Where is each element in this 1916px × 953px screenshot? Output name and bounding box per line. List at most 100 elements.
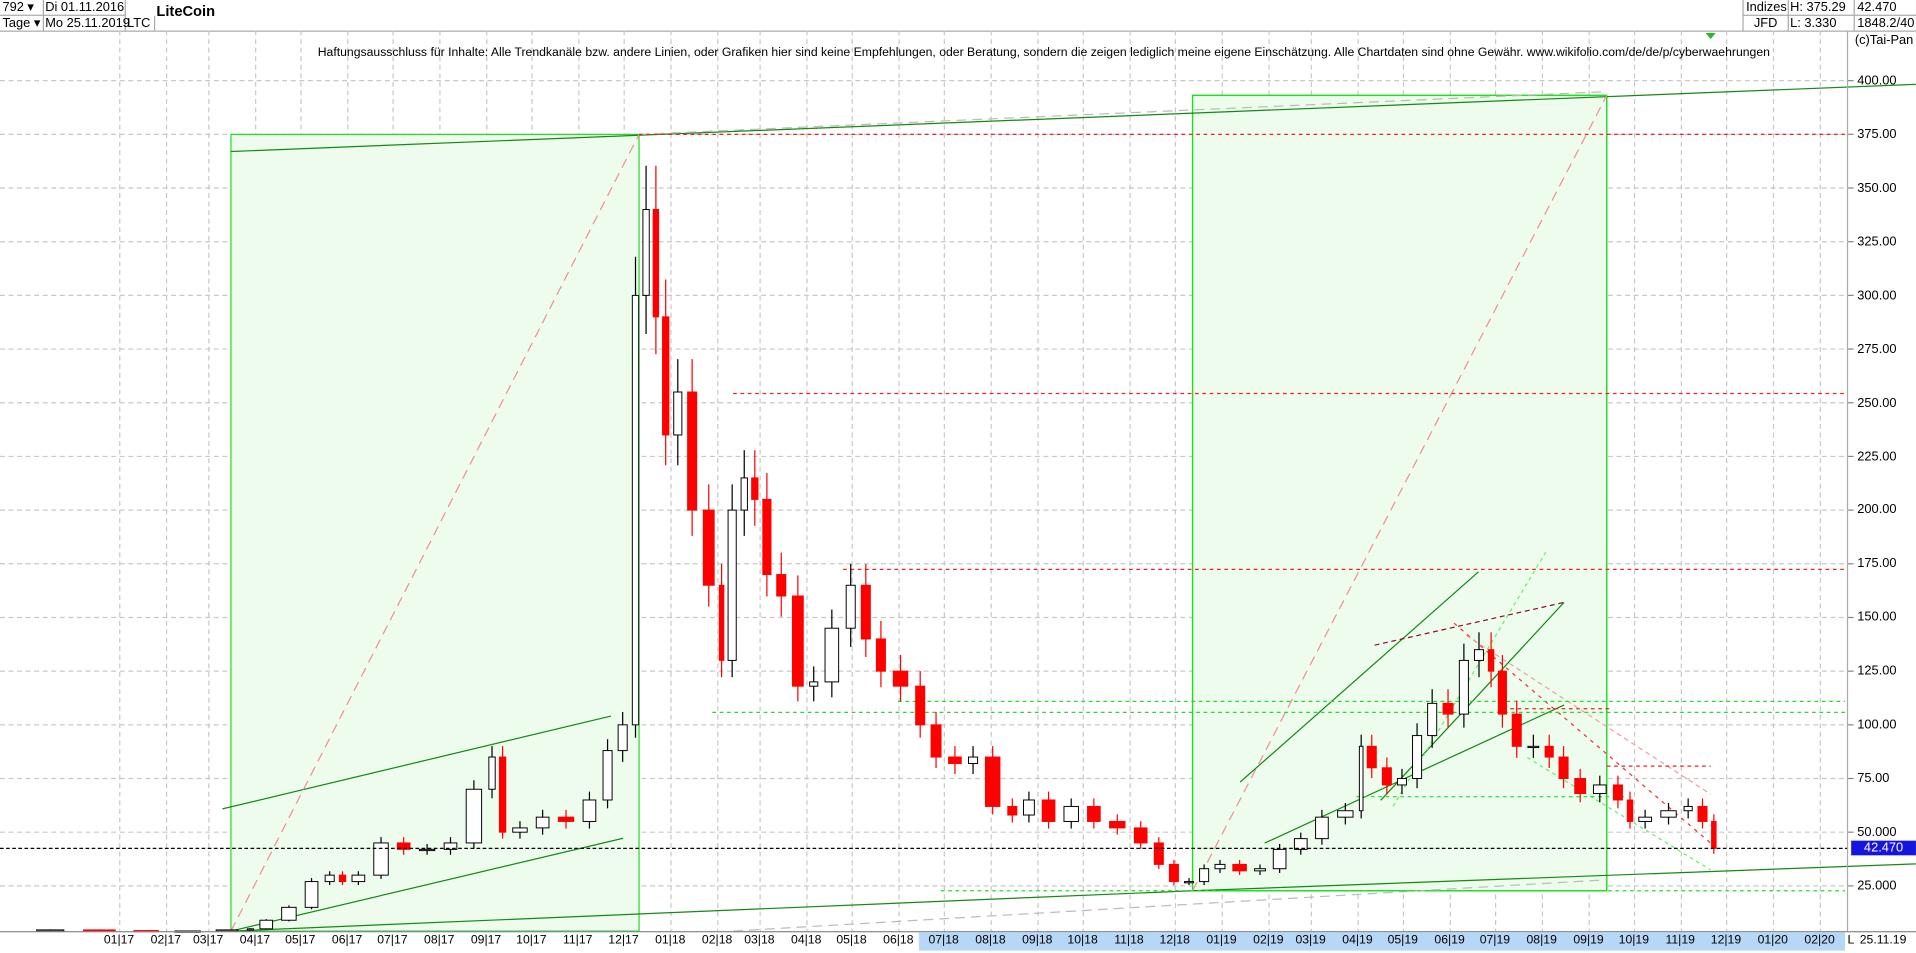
candle [582, 799, 597, 822]
candle [702, 509, 715, 586]
candle [751, 477, 759, 500]
y-tick-label: 200.00 [1857, 502, 1897, 518]
candle [1087, 805, 1101, 822]
candle [1396, 778, 1407, 786]
candle [498, 756, 507, 833]
candle [1412, 735, 1423, 780]
candle [512, 827, 528, 833]
symbol: LTC [125, 15, 156, 31]
candle [1592, 784, 1607, 795]
x-tick-label: 03|19 [1295, 933, 1326, 947]
candle [602, 750, 613, 801]
low-value: L: 3.330 [1788, 15, 1855, 31]
x-tick-label: 01|20 [1757, 933, 1788, 947]
candle [824, 627, 840, 683]
gray-dashed-bottom [733, 879, 1607, 932]
candle [396, 842, 411, 850]
x-tick-label: 12|18 [1159, 933, 1190, 947]
end-date[interactable]: Mo 25.11.2019 [43, 15, 130, 31]
x-tick-label: 08|17 [424, 933, 455, 947]
candle [351, 874, 366, 883]
x-tick-label: 12|17 [608, 933, 639, 947]
x-tick-label: 10|18 [1067, 933, 1098, 947]
candle [281, 906, 297, 921]
y-tick-label: 325.00 [1857, 234, 1897, 250]
y-tick-label: 400.00 [1857, 73, 1897, 88]
candle [373, 842, 389, 876]
candle [246, 928, 255, 931]
x-tick-label: 10|19 [1618, 933, 1650, 947]
x-tick-label: 02|17 [150, 933, 182, 947]
candle [1683, 805, 1693, 812]
candle [1612, 784, 1623, 801]
candle [1023, 799, 1035, 816]
axis-end-marker[interactable]: L [1847, 933, 1855, 947]
candle [642, 209, 650, 296]
y-tick-label: 150.00 [1857, 610, 1897, 625]
candle [762, 498, 772, 576]
candle [1497, 670, 1507, 715]
candle [1315, 816, 1329, 840]
candle [1574, 778, 1587, 795]
start-date[interactable]: Di 01.11.2016 [42, 0, 126, 16]
candle [1487, 649, 1495, 672]
horizontal-levels [639, 133, 1846, 892]
candle [617, 724, 628, 752]
candle [776, 574, 787, 597]
x-tick-label: 03|18 [744, 933, 775, 947]
candle [1366, 745, 1377, 769]
time-axis[interactable] [0, 931, 1916, 953]
candle [948, 756, 962, 764]
disclaimer: Haftungsausschluss für Inhalte: Alle Tre… [317, 46, 1770, 60]
x-tick-label: 07|19 [1479, 933, 1511, 947]
candle [324, 874, 335, 883]
candle [1272, 848, 1287, 870]
candle [1558, 756, 1569, 780]
candle [1063, 805, 1079, 822]
candle [915, 685, 926, 726]
x-tick-label: 06|17 [331, 933, 363, 947]
candle [1232, 863, 1247, 872]
candle [673, 391, 683, 436]
x-tick-label: 11|19 [1665, 933, 1695, 947]
candle [1041, 799, 1056, 822]
x-tick-label: 10|17 [516, 933, 547, 947]
candle [1697, 805, 1708, 822]
x-tick-label: 09|18 [1022, 933, 1053, 947]
x-tick-label: 06|18 [883, 933, 914, 947]
candle [1109, 820, 1126, 829]
candle [727, 509, 737, 661]
range-unit-select[interactable]: Tage ▾ [0, 15, 44, 31]
y-tick-label: 50.000 [1857, 824, 1897, 840]
y-tick-label: 175.00 [1857, 556, 1897, 572]
x-tick-label: 11|18 [1114, 933, 1144, 947]
broker-label: JFD [1742, 15, 1789, 31]
x-tick-label: 05|17 [285, 933, 316, 947]
y-tick-label: 225.00 [1857, 449, 1897, 464]
candle [662, 316, 670, 436]
candle [1626, 799, 1634, 822]
lower-trendline [230, 890, 1193, 932]
candle [1381, 767, 1392, 786]
candle [1358, 745, 1364, 812]
x-tick-label: 05|19 [1387, 933, 1418, 947]
candle [860, 584, 871, 640]
chart-title: LiteCoin [156, 2, 216, 20]
x-tick-label: 05|18 [836, 933, 867, 947]
candle [1183, 881, 1195, 884]
candle [535, 816, 550, 829]
candle [984, 756, 1001, 807]
header-bar: 792 ▾ Tage ▾ Di 01.11.2016 Mo 25.11.2019… [0, 0, 1916, 32]
candle [1544, 745, 1554, 758]
y-tick-label: 25.000 [1857, 878, 1897, 894]
support-fan [1392, 551, 1547, 807]
y-tick-label: 100.00 [1857, 717, 1897, 733]
candle [718, 584, 725, 661]
x-tick-label: 12|19 [1710, 933, 1742, 947]
x-tick-label: 07|18 [928, 933, 959, 947]
x-tick-label: 02|19 [1253, 933, 1284, 947]
count-select[interactable]: 792 ▾ [0, 0, 44, 16]
x-tick-label: 04|19 [1342, 933, 1373, 947]
resistance-2019 [1374, 601, 1565, 646]
x-tick-label: 09|19 [1573, 933, 1604, 947]
